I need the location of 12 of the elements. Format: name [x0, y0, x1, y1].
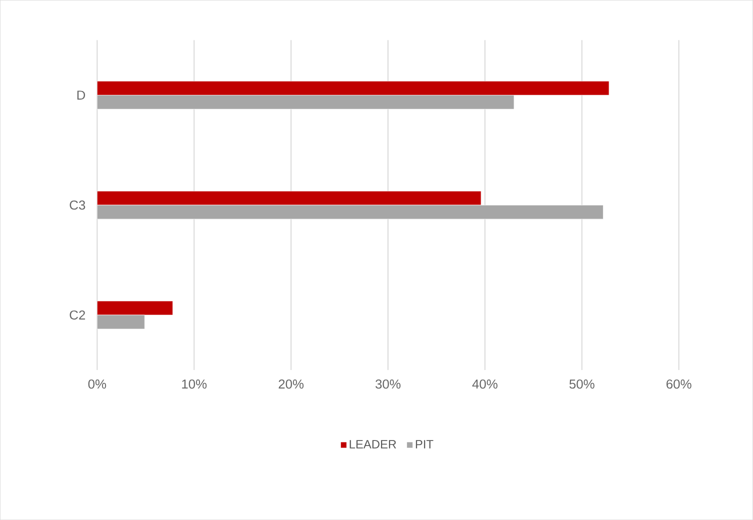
x-tick-label: 10% — [182, 379, 207, 389]
x-tick-label: 20% — [278, 379, 304, 389]
x-tick-label: 40% — [472, 379, 498, 389]
x-tick-label: 50% — [569, 379, 594, 389]
legend-label: PIT — [416, 440, 434, 448]
legend-label: LEADER — [350, 440, 396, 448]
y-tick-label: C3 — [70, 200, 86, 210]
x-tick-label: 0% — [88, 379, 106, 389]
y-tick-label: C2 — [70, 310, 86, 320]
x-tick-label: 30% — [376, 379, 400, 389]
x-tick-label: 60% — [666, 379, 692, 389]
y-tick-label: D — [77, 90, 86, 100]
